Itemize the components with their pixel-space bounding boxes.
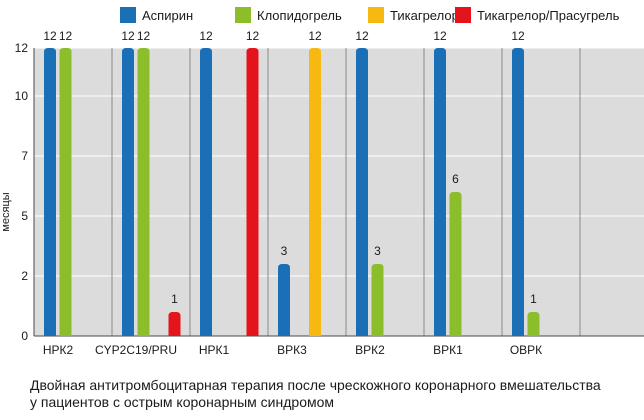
x-category-label-1: CYP2C19/PRU	[95, 343, 177, 357]
y-tick-label-5: 12	[15, 41, 29, 55]
bar-1-3	[168, 312, 181, 336]
legend-swatch-1	[235, 7, 251, 23]
bar-value-label-3: 12	[137, 29, 151, 43]
bar-3-2	[309, 48, 321, 336]
bar-value-label-6: 12	[246, 29, 260, 43]
bar-1-0	[122, 48, 134, 336]
bar-value-label-4: 1	[171, 292, 178, 306]
legend-swatch-2	[368, 7, 384, 23]
x-category-label-3: ВРК3	[277, 343, 307, 357]
bar-value-label-10: 3	[374, 244, 381, 258]
legend-label-1: Клопидогрель	[257, 8, 342, 23]
bar-5-1	[449, 192, 462, 336]
legend-label-3: Тикагрелор/Прасугрель	[477, 8, 620, 23]
caption-line-1: Двойная антитромбоцитарная терапия после…	[30, 377, 601, 393]
bar-value-label-7: 3	[281, 244, 288, 258]
bar-value-label-11: 12	[433, 29, 447, 43]
y-tick-label-3: 7	[21, 149, 28, 163]
bar-0-1	[59, 48, 72, 336]
x-category-label-0: НРК2	[43, 343, 74, 357]
bar-value-label-9: 12	[355, 29, 369, 43]
y-tick-label-4: 10	[15, 89, 29, 103]
x-category-label-6: ОВРК	[510, 343, 542, 357]
bar-value-label-14: 1	[530, 292, 537, 306]
bar-4-1	[371, 264, 384, 336]
legend-label-2: Тикагрелор	[390, 8, 459, 23]
bar-2-0	[200, 48, 212, 336]
bar-1-1	[137, 48, 150, 336]
legend-label-0: Аспирин	[142, 8, 193, 23]
bar-5-0	[434, 48, 446, 336]
x-category-label-2: НРК1	[199, 343, 230, 357]
bar-value-label-5: 12	[199, 29, 213, 43]
bar-6-1	[527, 312, 540, 336]
x-category-label-4: ВРК2	[355, 343, 385, 357]
y-tick-label-1: 2	[21, 269, 28, 283]
bar-value-label-0: 12	[43, 29, 57, 43]
bar-value-label-13: 12	[511, 29, 525, 43]
bar-2-3	[246, 48, 259, 336]
bar-0-0	[44, 48, 56, 336]
bar-value-label-12: 6	[452, 172, 459, 186]
bar-4-0	[356, 48, 368, 336]
bar-value-label-8: 12	[308, 29, 322, 43]
bar-6-0	[512, 48, 524, 336]
y-tick-label-2: 5	[21, 209, 28, 223]
bar-value-label-2: 12	[121, 29, 135, 43]
legend-swatch-0	[120, 7, 136, 23]
legend-swatch-3	[455, 7, 471, 23]
y-tick-label-0: 0	[21, 329, 28, 343]
bar-3-0	[278, 264, 290, 336]
caption-line-2: у пациентов с острым коронарным синдромо…	[30, 394, 335, 410]
x-category-label-5: ВРК1	[433, 343, 463, 357]
bar-value-label-1: 12	[59, 29, 73, 43]
y-axis-label: месяцы	[0, 192, 12, 231]
chart-caption: Двойная антитромбоцитарная терапия после…	[30, 377, 640, 411]
